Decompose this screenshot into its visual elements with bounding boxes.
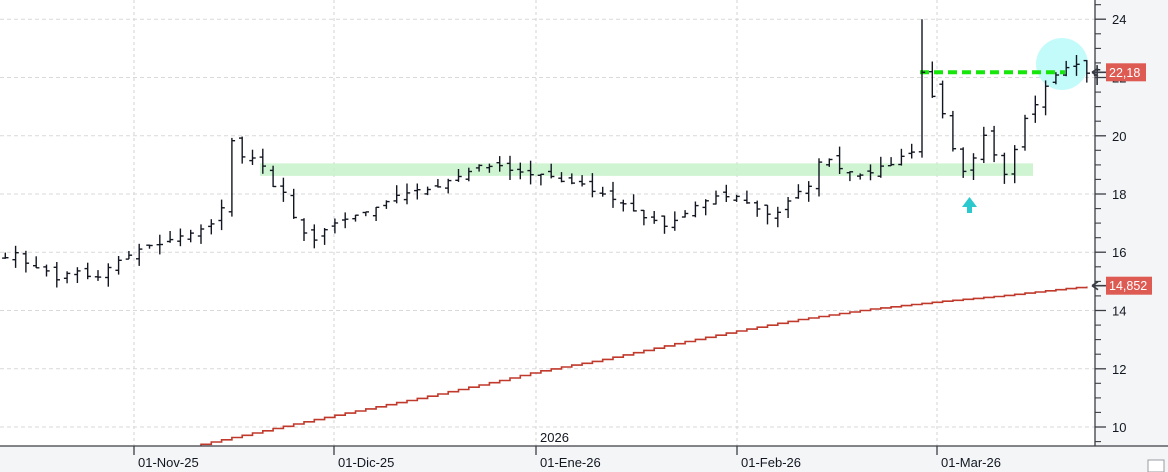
svg-text:14: 14 <box>1112 304 1126 319</box>
svg-text:22,18: 22,18 <box>1109 66 1140 80</box>
svg-text:18: 18 <box>1112 187 1126 202</box>
svg-text:24: 24 <box>1112 12 1126 27</box>
svg-text:16: 16 <box>1112 245 1126 260</box>
svg-text:10: 10 <box>1112 420 1126 435</box>
svg-text:20: 20 <box>1112 129 1126 144</box>
svg-text:01-Mar-26: 01-Mar-26 <box>941 455 1001 470</box>
svg-text:14,852: 14,852 <box>1109 279 1147 293</box>
svg-text:01-Feb-26: 01-Feb-26 <box>741 455 801 470</box>
svg-text:2026: 2026 <box>540 430 569 445</box>
svg-text:01-Dic-25: 01-Dic-25 <box>338 455 394 470</box>
svg-text:12: 12 <box>1112 362 1126 377</box>
svg-text:01-Ene-26: 01-Ene-26 <box>540 455 601 470</box>
svg-text:01-Nov-25: 01-Nov-25 <box>138 455 199 470</box>
